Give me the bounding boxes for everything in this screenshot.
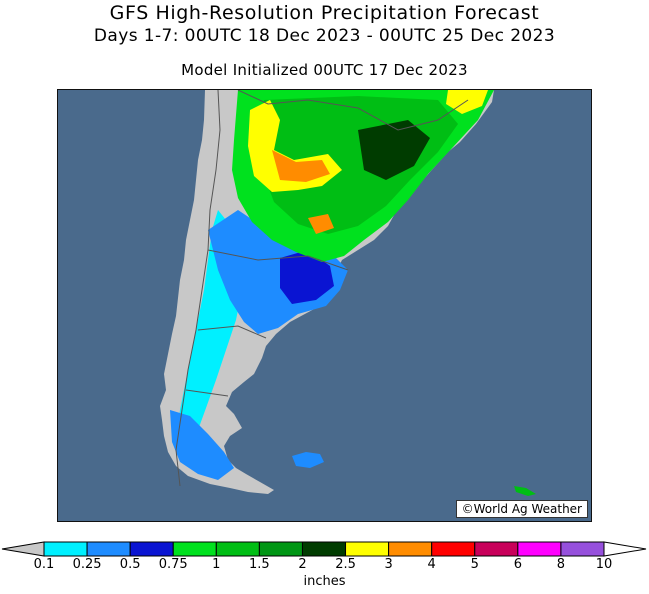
forecast-period: Days 1-7: 00UTC 18 Dec 2023 - 00UTC 25 D…: [93, 26, 556, 46]
colorbar-tick-label: 0.5: [119, 557, 141, 572]
precip-band-orange-center: [308, 214, 334, 234]
colorbar-tick-label: 1: [212, 557, 221, 572]
colorbar-segment: [474, 541, 519, 557]
precipitation-shading: [170, 90, 494, 480]
colorbar-segment: [86, 541, 131, 557]
colorbar-segment: [345, 541, 390, 557]
colorbar-segment: [129, 541, 174, 557]
colorbar-segment: [388, 541, 433, 557]
colorbar-tick-label: 5: [470, 557, 479, 572]
province-border-1: [207, 249, 349, 271]
border-argentina-chile: [175, 90, 221, 487]
credit-label: ©World Ag Weather: [455, 500, 588, 518]
colorbar-tick-label: 2.5: [335, 557, 356, 572]
colorbar-tick-label: 3: [384, 557, 393, 572]
colorbar-tick-label: 1.5: [249, 557, 270, 572]
colorbar-segment: [258, 541, 303, 557]
map-frame: ©World Ag Weather: [57, 89, 592, 522]
colorbar-segment: [517, 541, 562, 557]
precipitation-map: [58, 90, 591, 521]
model-init-time: Model Initialized 00UTC 17 Dec 2023: [181, 61, 468, 79]
precipitation-colorbar: [1, 541, 647, 557]
colorbar-under-triangle: [1, 541, 45, 557]
colorbar-segment: [301, 541, 347, 557]
province-border-3: [185, 389, 229, 397]
province-border-2: [197, 325, 267, 339]
precip-band-blue: [208, 210, 348, 334]
precip-band-darkgreen: [358, 120, 430, 180]
precip-band-blue-south: [170, 410, 234, 480]
colorbar-tick-label: 0.25: [72, 557, 102, 572]
colorbar-tick-label: 8: [556, 557, 566, 572]
colorbar-tick-label: 0.1: [33, 557, 55, 572]
colorbar-tick-label: 6: [513, 557, 522, 572]
colorbar-tick-label: 4: [427, 557, 436, 572]
colorbar-segment: [172, 541, 217, 557]
south-georgia-island: [514, 486, 536, 496]
colorbar-over-triangle: [603, 541, 647, 557]
colorbar-segment: [215, 541, 260, 557]
falkland-islands: [292, 452, 324, 468]
precip-band-darkblue: [280, 250, 334, 304]
chart-title: GFS High-Resolution Precipitation Foreca…: [109, 2, 540, 24]
precip-band-orange: [272, 150, 330, 182]
border-north: [237, 90, 469, 131]
colorbar-tick-label: 0.75: [158, 557, 188, 572]
country-borders: [175, 90, 469, 487]
colorbar-units: inches: [303, 574, 346, 589]
colorbar-segment: [431, 541, 476, 557]
colorbar-tick-label: 10: [595, 557, 613, 572]
colorbar-tick-label: 2: [298, 557, 307, 572]
colorbar-segment: [560, 541, 605, 557]
colorbar-segments: [1, 541, 647, 557]
colorbar-segment: [43, 541, 88, 557]
